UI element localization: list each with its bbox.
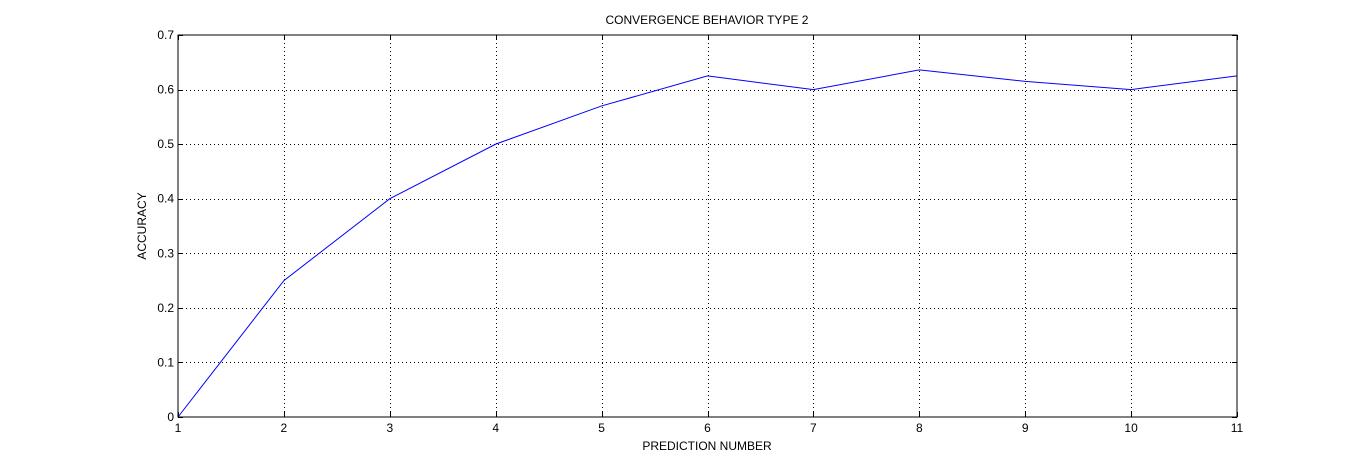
x-tick-label: 8 [916,421,923,435]
y-tick-label: 0.5 [157,137,174,151]
y-tick-label: 0.1 [157,355,174,369]
plot-background [178,35,1237,417]
x-tick-label: 7 [810,421,817,435]
x-tick-label: 2 [281,421,288,435]
x-tick-label: 9 [1022,421,1029,435]
y-tick-label: 0.7 [157,28,174,42]
tick-marks [178,35,1238,418]
chart-title: CONVERGENCE BEHAVIOR TYPE 2 [606,13,809,27]
y-tick-label: 0.2 [157,301,174,315]
x-tick-labels: 1 2 3 4 5 6 7 8 9 10 11 [175,421,1244,435]
x-axis-label: PREDICTION NUMBER [642,439,772,453]
y-axis-label: ACCURACY [135,192,149,259]
x-tick-label: 6 [704,421,711,435]
x-tick-label: 10 [1124,421,1138,435]
y-tick-labels: 0 0.1 0.2 0.3 0.4 0.5 0.6 0.7 [157,28,174,424]
y-tick-label: 0 [167,410,174,424]
x-tick-label: 1 [175,421,182,435]
y-tick-label: 0.4 [157,192,174,206]
plot-frame [177,34,1238,418]
series-line [177,69,1238,418]
y-tick-label: 0.3 [157,246,174,260]
x-tick-label: 11 [1231,421,1244,435]
x-tick-label: 5 [598,421,605,435]
series-layer [177,69,1238,418]
x-tick-label: 4 [492,421,499,435]
grid-lines [178,35,1237,417]
x-tick-label: 3 [386,421,393,435]
y-tick-label: 0.6 [157,83,174,97]
